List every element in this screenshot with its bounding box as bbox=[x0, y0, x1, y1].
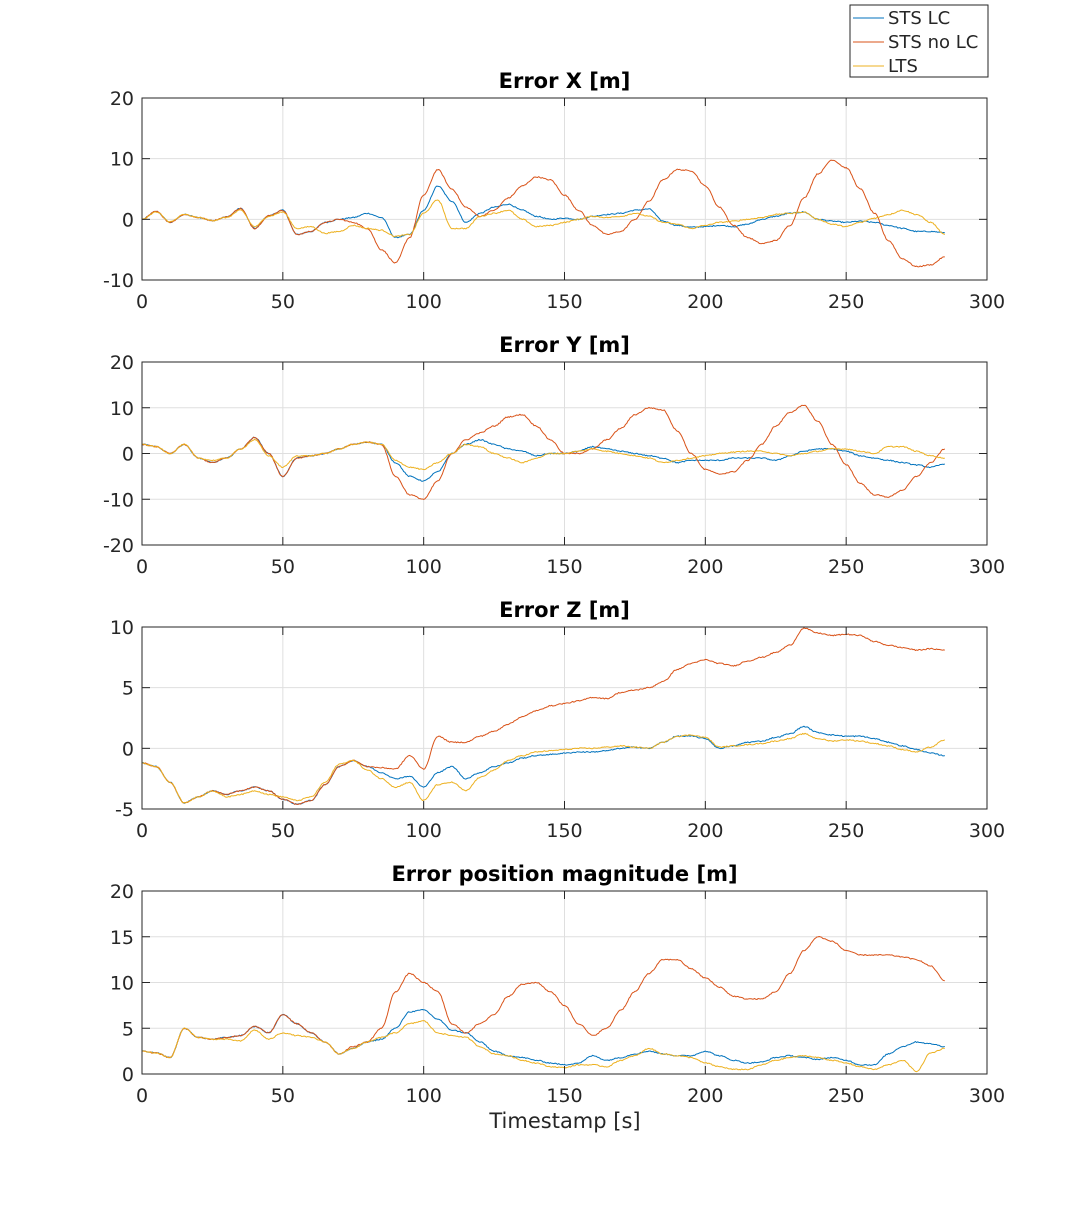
x-tick-label: 100 bbox=[406, 1085, 442, 1107]
series-line-lts bbox=[141, 199, 946, 238]
x-tick-label: 300 bbox=[969, 556, 1005, 578]
y-tick-label: 10 bbox=[110, 149, 134, 171]
x-tick-label: 50 bbox=[271, 556, 295, 578]
panel-title: Error Z [m] bbox=[499, 598, 630, 622]
x-tick-label: 0 bbox=[136, 820, 148, 842]
x-axis-label: Timestamp [s] bbox=[488, 1109, 640, 1133]
x-tick-label: 150 bbox=[546, 556, 582, 578]
y-tick-label: 15 bbox=[110, 927, 134, 949]
x-tick-label: 150 bbox=[546, 291, 582, 313]
x-tick-label: 150 bbox=[546, 1085, 582, 1107]
x-tick-label: 300 bbox=[969, 1085, 1005, 1107]
series-line-lts bbox=[141, 1020, 945, 1073]
subplot-4: 0 50 100 150 200 250 300 0 5 10 15 20 Error position… bbox=[110, 862, 1005, 1107]
x-tick-label: 200 bbox=[687, 556, 723, 578]
x-tick-label: 0 bbox=[136, 291, 148, 313]
x-tick-label: 250 bbox=[828, 1085, 864, 1107]
x-tick-label: 50 bbox=[271, 291, 295, 313]
series-line-lts bbox=[141, 438, 945, 471]
x-tick-label: 250 bbox=[828, 556, 864, 578]
y-tick-label: 20 bbox=[110, 352, 134, 374]
y-tick-label: 10 bbox=[110, 398, 134, 420]
x-tick-label: 300 bbox=[969, 291, 1005, 313]
y-tick-label: -10 bbox=[103, 270, 134, 292]
x-tick-label: 250 bbox=[828, 291, 864, 313]
series-line-sts-no-lc bbox=[141, 404, 946, 500]
y-tick-label: 5 bbox=[122, 678, 134, 700]
y-tick-label: 0 bbox=[122, 444, 134, 466]
y-tick-label: 5 bbox=[122, 1018, 134, 1040]
x-tick-label: 300 bbox=[969, 820, 1005, 842]
x-tick-label: 150 bbox=[546, 820, 582, 842]
subplot-2: 0 50 100 150 200 250 300 -20 -10 0 10 20 Error Y [m] bbox=[103, 333, 1005, 578]
x-tick-label: 200 bbox=[687, 820, 723, 842]
series-line-lts bbox=[141, 732, 946, 804]
x-tick-label: 0 bbox=[136, 556, 148, 578]
y-tick-label: -5 bbox=[115, 799, 134, 821]
x-tick-label: 250 bbox=[828, 820, 864, 842]
panel-title: Error X [m] bbox=[499, 69, 631, 93]
y-tick-label: 10 bbox=[110, 617, 134, 639]
panel-title: Error position magnitude [m] bbox=[391, 862, 737, 886]
series-line-sts-no-lc bbox=[142, 936, 945, 1058]
y-tick-label: -20 bbox=[103, 535, 134, 557]
y-tick-label: 0 bbox=[122, 738, 134, 760]
x-tick-label: 200 bbox=[687, 291, 723, 313]
x-tick-label: 0 bbox=[136, 1085, 148, 1107]
x-tick-label: 200 bbox=[687, 1085, 723, 1107]
legend-label-sts-lc: STS LC bbox=[888, 8, 950, 29]
x-tick-label: 50 bbox=[271, 1085, 295, 1107]
x-tick-label: 100 bbox=[406, 820, 442, 842]
y-tick-label: 0 bbox=[122, 209, 134, 231]
legend: STS LC STS no LC LTS bbox=[849, 4, 989, 78]
y-tick-label: 20 bbox=[110, 881, 134, 903]
y-tick-label: 10 bbox=[110, 973, 134, 995]
legend-label-sts-no-lc: STS no LC bbox=[888, 32, 978, 53]
x-tick-label: 100 bbox=[406, 291, 442, 313]
series-line-sts-no-lc bbox=[141, 159, 945, 268]
legend-box bbox=[849, 4, 989, 78]
x-tick-label: 50 bbox=[271, 820, 295, 842]
x-tick-label: 100 bbox=[406, 556, 442, 578]
y-tick-label: -10 bbox=[103, 489, 134, 511]
legend-label-lts: LTS bbox=[888, 56, 918, 77]
y-tick-label: 20 bbox=[110, 88, 134, 110]
panel-title: Error Y [m] bbox=[499, 333, 630, 357]
y-tick-label: 0 bbox=[122, 1064, 134, 1086]
